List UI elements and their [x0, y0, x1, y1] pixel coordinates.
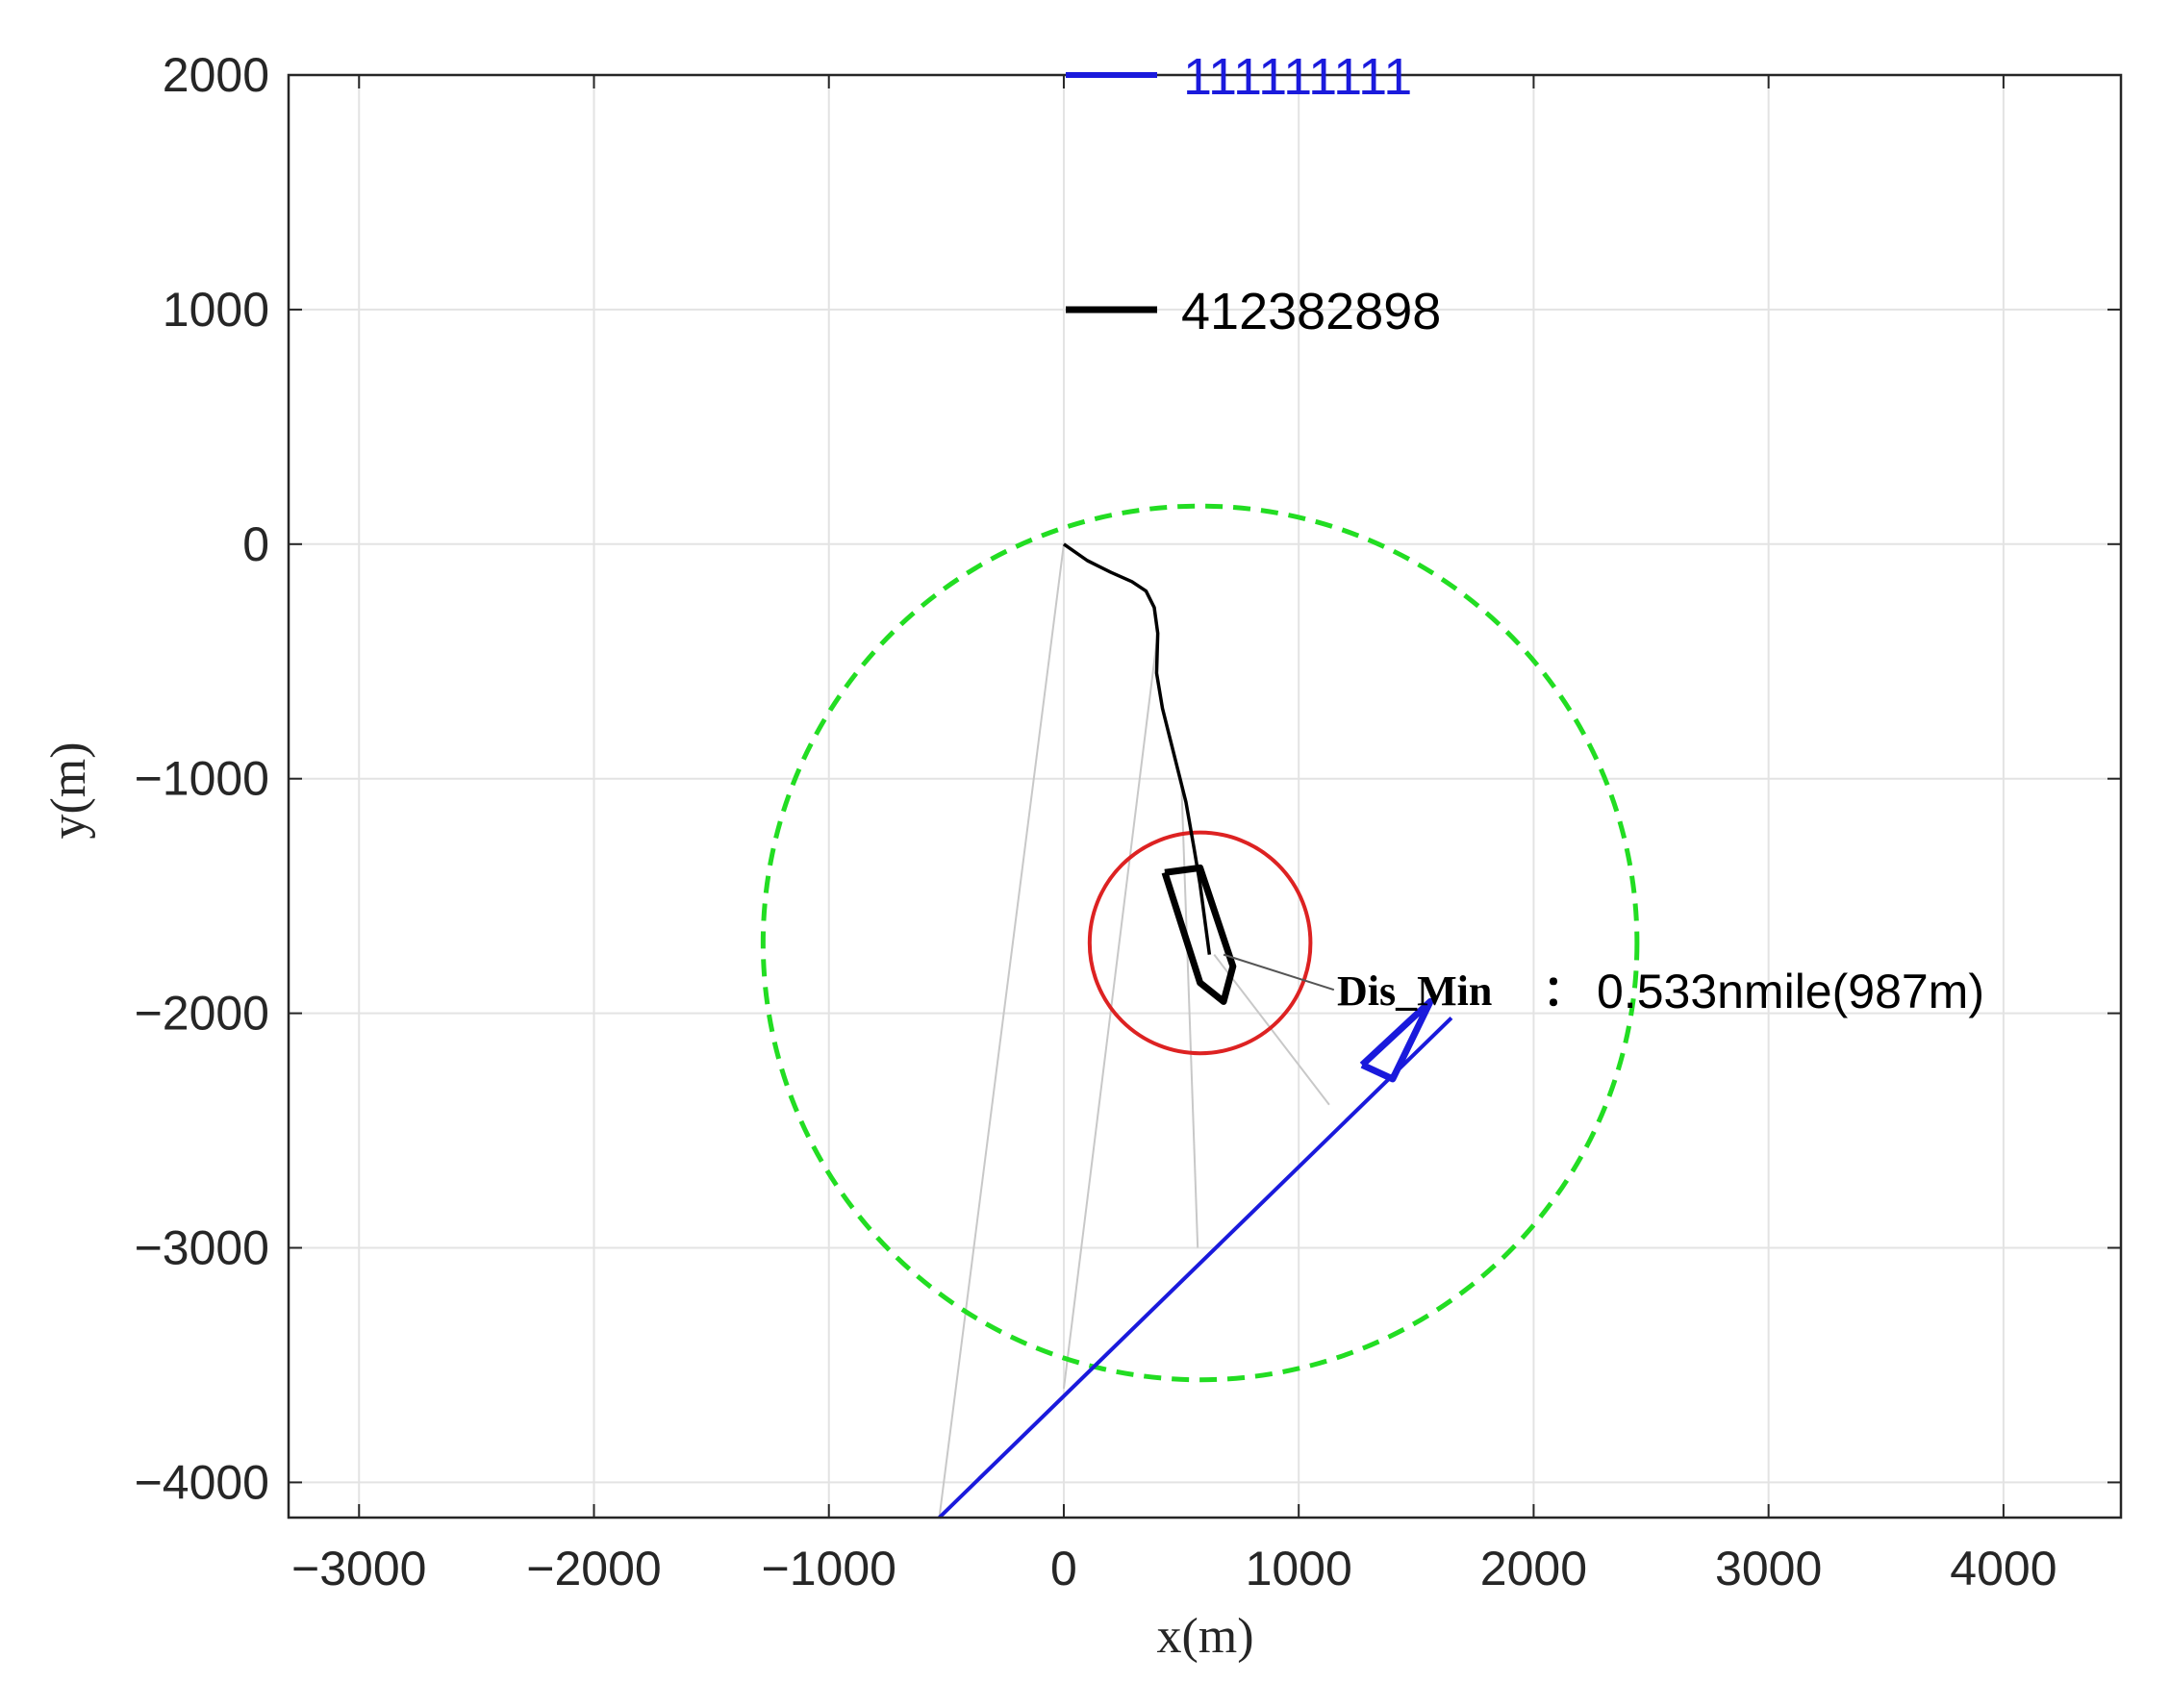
ship-outline-412382898 [1161, 864, 1237, 1005]
safety-range-circle [760, 503, 1640, 1383]
y-tick-label: 1000 [163, 283, 269, 337]
dis-min-key: Dis_Min [1337, 967, 1492, 1015]
dis-min-value: 0.533nmile(987m) [1597, 965, 1984, 1018]
y-tick-label: 0 [242, 517, 269, 571]
y-tick-label: −1000 [135, 752, 269, 806]
plot-marks [760, 503, 1640, 1520]
x-tick-label: −2000 [526, 1542, 661, 1595]
y-tick-label: −2000 [135, 987, 269, 1041]
x-tick-label: −3000 [291, 1542, 426, 1595]
legend: 111111111 412382898 [1066, 48, 1441, 340]
legend-label-111111111: 111111111 [1183, 48, 1412, 106]
dis-min-leader-line [1223, 953, 1335, 992]
sight-line [1180, 778, 1199, 1248]
ship-outline-111111111 [1359, 997, 1434, 1083]
y-axis-label: y(m) [41, 741, 96, 839]
series-line-111111111 [938, 1017, 1453, 1520]
sight-line [1213, 954, 1330, 1106]
dis-min-separator: ： [1543, 967, 1585, 1015]
x-tick-label: 2000 [1480, 1542, 1587, 1595]
tick-labels: −3000 −2000 −1000 0 1000 2000 3000 4000 2000 1000… [135, 48, 2057, 1595]
y-tick-label: −3000 [135, 1221, 269, 1275]
ticks [289, 74, 2121, 1518]
close-approach-circle [1087, 830, 1313, 1056]
y-tick-label: 2000 [163, 48, 269, 102]
y-tick-label: −4000 [135, 1455, 269, 1509]
plot-frame [287, 73, 2123, 1520]
sight-line [938, 543, 1065, 1519]
x-axis-label: x(m) [1156, 1609, 1253, 1664]
x-tick-label: −1000 [762, 1542, 896, 1595]
x-tick-label: 4000 [1950, 1542, 2056, 1595]
x-tick-label: 0 [1050, 1542, 1077, 1595]
x-tick-label: 3000 [1715, 1542, 1822, 1595]
legend-label-412382898: 412382898 [1181, 283, 1441, 340]
x-tick-label: 1000 [1246, 1542, 1352, 1595]
dis-min-annotation: Dis_Min ： 0.533nmile(987m) [1223, 953, 1984, 1018]
